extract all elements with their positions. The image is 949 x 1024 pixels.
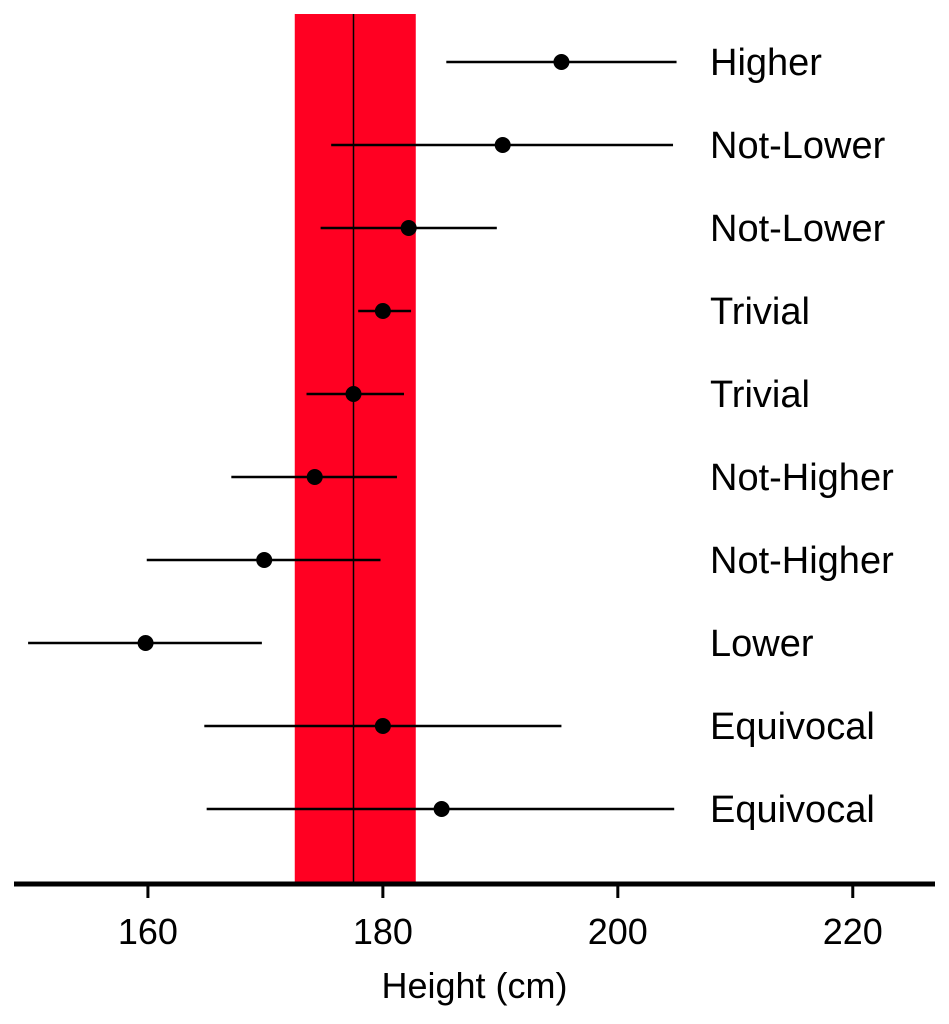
point-estimate-6 (306, 469, 323, 485)
row-1: Higher (446, 42, 822, 84)
row-10: Equivocal (206, 789, 875, 831)
acceptable-range-band (294, 14, 416, 884)
row-5: Trivial (306, 374, 810, 416)
point-estimate-3 (400, 220, 417, 236)
row-label-8: Lower (710, 623, 814, 665)
point-estimate-1 (553, 54, 570, 70)
point-estimate-4 (374, 303, 391, 319)
row-label-4: Trivial (710, 291, 810, 333)
row-label-7: Not-Higher (710, 540, 894, 582)
row-label-5: Trivial (710, 374, 810, 416)
x-axis-title: Height (cm) (381, 965, 567, 1006)
row-4: Trivial (358, 291, 810, 333)
row-label-6: Not-Higher (710, 457, 894, 499)
x-ticks-group: 160 180 200 220 (118, 884, 883, 952)
row-8: Lower (28, 623, 814, 665)
point-estimate-5 (345, 386, 362, 402)
row-label-3: Not-Lower (710, 208, 886, 250)
rows-group: Higher Not-Lower Not-Lower Trivial Trivial No… (28, 42, 894, 831)
point-estimate-9 (374, 718, 391, 734)
row-2: Not-Lower (331, 125, 886, 167)
point-estimate-10 (433, 801, 450, 817)
point-estimate-2 (494, 137, 511, 153)
row-6: Not-Higher (231, 457, 894, 499)
row-9: Equivocal (204, 706, 875, 748)
x-tick-label-180: 180 (353, 911, 413, 952)
x-tick-label-200: 200 (588, 911, 648, 952)
row-label-9: Equivocal (710, 706, 875, 748)
row-label-2: Not-Lower (710, 125, 886, 167)
x-tick-label-160: 160 (118, 911, 178, 952)
row-3: Not-Lower (320, 208, 886, 250)
row-label-1: Higher (710, 42, 822, 84)
row-label-10: Equivocal (710, 789, 875, 831)
point-estimate-8 (137, 635, 154, 651)
x-tick-label-220: 220 (823, 911, 883, 952)
row-7: Not-Higher (146, 540, 894, 582)
point-estimate-7 (256, 552, 273, 568)
